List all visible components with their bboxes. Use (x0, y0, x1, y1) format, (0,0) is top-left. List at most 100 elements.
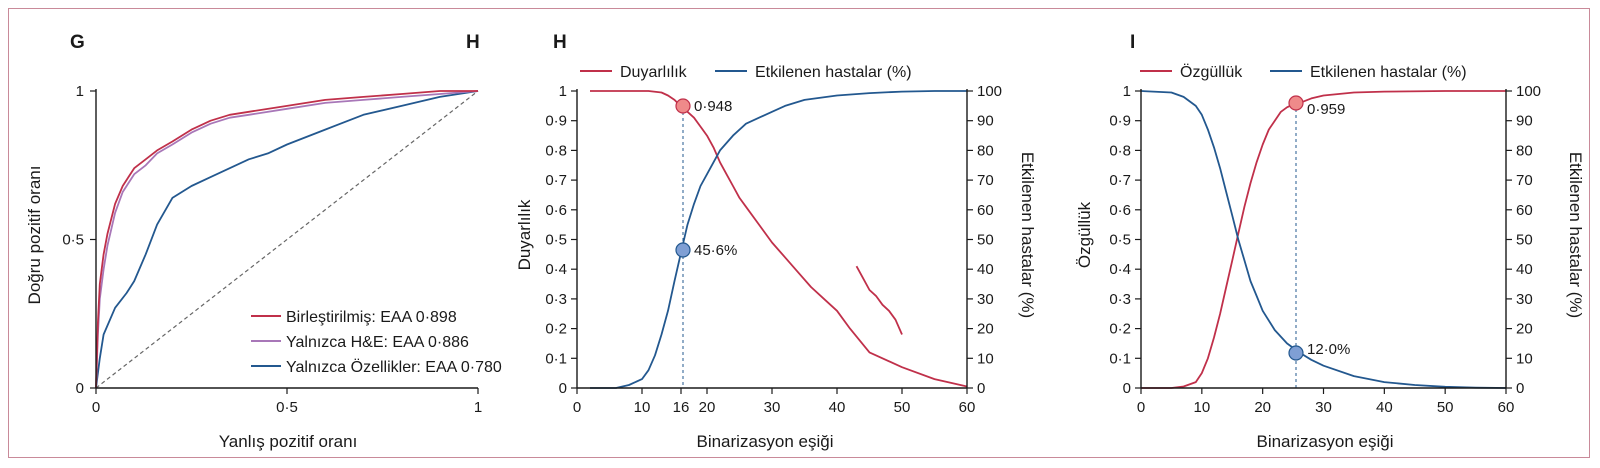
i-legend-label-affected: Etkilenen hastalar (%) (1310, 64, 1467, 81)
i-x-tick-label: 60 (1498, 399, 1515, 416)
h-series-line-1 (855, 265, 903, 335)
g-series-line-2 (95, 90, 479, 389)
i-ylabel-right: Etkilenen hastalar (%) (1566, 152, 1585, 318)
i-y-tick-label-left: 0·6 (1109, 202, 1131, 219)
g-legend-label-he: Yalnızca H&E: EAA 0·886 (286, 334, 469, 351)
h-y-tick-label-left: 1 (559, 83, 567, 100)
i-y-tick-label-right: 30 (1516, 291, 1533, 308)
i-x-tick-label: 40 (1376, 399, 1393, 416)
h-y-tick-label-left: 0·4 (545, 261, 567, 278)
i-axes: 0 00·1 100·2 200·3 300·4 400·5 500·6 600·7 700·8… (1109, 83, 1541, 416)
g-y-tick-label: 0·5 (62, 232, 84, 249)
h-series-line-2 (590, 90, 967, 389)
i-y-tick-label-left: 0·8 (1109, 142, 1131, 159)
i-x-tick-label: 20 (1254, 399, 1271, 416)
h-y-tick-label-right: 50 (977, 232, 994, 249)
h-annot-affected: 45·6% (694, 242, 737, 259)
i-y-tick-label-right: 0 (1516, 380, 1524, 397)
i-x-tick-label: 0 (1137, 399, 1145, 416)
i-y-tick-label-left: 1 (1123, 83, 1131, 100)
g-xlabel: Yanlış pozitif oranı (219, 432, 358, 451)
i-y-tick-label-right: 90 (1516, 113, 1533, 130)
i-y-tick-label-left: 0·4 (1109, 261, 1131, 278)
i-marker-specificity (1288, 95, 1304, 111)
h-series-group (590, 90, 968, 389)
h-y-tick-label-left: 0 (559, 380, 567, 397)
i-y-tick-label-left: 0·7 (1109, 172, 1131, 189)
i-series-line-0 (1141, 90, 1506, 389)
h-y-tick-label-left: 0·5 (545, 232, 567, 249)
h-y-tick-label-right: 60 (977, 202, 994, 219)
i-x-tick-label: 30 (1315, 399, 1332, 416)
g-x-tick-label: 0 (92, 399, 100, 416)
i-xlabel: Binarizasyon eşiği (1256, 432, 1393, 451)
i-y-tick-label-right: 50 (1516, 232, 1533, 249)
h-y-tick-label-right: 70 (977, 172, 994, 189)
i-annot-affected: 12·0% (1307, 341, 1350, 358)
h-y-tick-label-left: 0·2 (545, 321, 567, 338)
h-annot-sensitivity: 0·948 (694, 98, 732, 115)
g-legend-label-combined: Birleştirilmiş: EAA 0·898 (286, 309, 457, 326)
h-y-tick-label-right: 100 (977, 83, 1002, 100)
i-marker-affected (1288, 345, 1304, 361)
i-x-tick-label: 10 (1193, 399, 1210, 416)
h-x-tick-label: 60 (959, 399, 976, 416)
i-y-tick-label-right: 40 (1516, 261, 1533, 278)
i-series-line-1 (1140, 90, 1507, 389)
h-y-tick-label-right: 30 (977, 291, 994, 308)
g-series-group (95, 90, 479, 389)
g-y-tick-label: 1 (76, 83, 84, 100)
i-y-tick-label-right: 70 (1516, 172, 1533, 189)
panel-h: H Duyarlılık Etkilenen hastalar (%) Bina… (515, 32, 1037, 451)
i-y-tick-label-left: 0·3 (1109, 291, 1131, 308)
panel-letter-h-left: H (466, 32, 480, 53)
i-y-tick-label-left: 0·2 (1109, 321, 1131, 338)
h-y-tick-label-left: 0·7 (545, 172, 567, 189)
h-legend-label-affected: Etkilenen hastalar (%) (755, 64, 912, 81)
h-y-tick-label-right: 40 (977, 261, 994, 278)
panel-letter-g: G (70, 32, 85, 53)
panel-i: I Özgüllük Etkilenen hastalar (%) Binari… (1075, 32, 1585, 451)
h-y-tick-label-left: 0·9 (545, 113, 567, 130)
h-y-tick-label-left: 0·8 (545, 142, 567, 159)
h-x-tick-label: 50 (894, 399, 911, 416)
g-y-tick-label: 0 (76, 380, 84, 397)
h-series-line-0 (590, 90, 968, 388)
i-y-tick-label-right: 10 (1516, 350, 1533, 367)
h-marker-sensitivity (675, 98, 691, 114)
h-legend-label-sens: Duyarlılık (620, 64, 688, 81)
i-y-tick-label-left: 0·9 (1109, 113, 1131, 130)
i-y-tick-label-right: 20 (1516, 321, 1533, 338)
h-x-tick-label: 20 (699, 399, 716, 416)
h-y-tick-label-left: 0·6 (545, 202, 567, 219)
g-x-tick-label: 1 (474, 399, 482, 416)
i-y-tick-label-left: 0·5 (1109, 232, 1131, 249)
h-x-tick-label: 0 (573, 399, 581, 416)
g-axes: 00 0·5 0·5 1 1 (62, 83, 482, 416)
i-legend: Özgüllük Etkilenen hastalar (%) (1140, 63, 1467, 81)
panel-letter-h: H (553, 32, 567, 53)
i-y-tick-label-left: 0 (1123, 380, 1131, 397)
h-y-tick-label-left: 0·3 (545, 291, 567, 308)
g-diagonal (95, 90, 479, 389)
h-xlabel: Binarizasyon eşiği (696, 432, 833, 451)
h-y-tick-label-right: 0 (977, 380, 985, 397)
panel-letter-i: I (1130, 32, 1135, 53)
h-y-tick-label-right: 20 (977, 321, 994, 338)
h-x-tick-label: 40 (829, 399, 846, 416)
h-x-tick-label: 30 (764, 399, 781, 416)
h-legend: Duyarlılık Etkilenen hastalar (%) (580, 64, 912, 81)
figure-frame (8, 8, 1590, 458)
h-ylabel-left: Duyarlılık (515, 199, 534, 270)
g-legend-label-features: Yalnızca Özellikler: EAA 0·780 (286, 358, 502, 376)
h-y-tick-label-right: 90 (977, 113, 994, 130)
h-y-tick-label-right: 10 (977, 350, 994, 367)
g-ylabel: Doğru pozitif oranı (25, 166, 44, 305)
h-marker-affected (675, 242, 691, 258)
h-y-tick-label-left: 0·1 (545, 350, 567, 367)
i-y-tick-label-right: 100 (1516, 83, 1541, 100)
g-series-line-0 (95, 90, 478, 389)
h-ylabel-right: Etkilenen hastalar (%) (1018, 152, 1037, 318)
i-legend-label-spec: Özgüllük (1180, 63, 1243, 81)
